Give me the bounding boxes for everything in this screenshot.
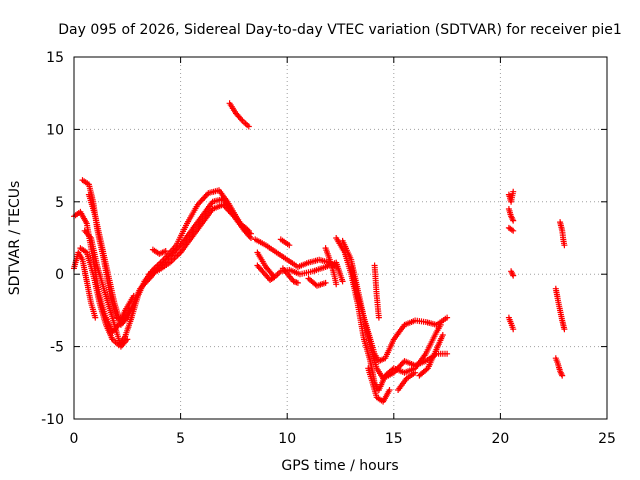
series-track-n <box>279 265 301 286</box>
series-track-m <box>254 262 278 283</box>
data-point <box>386 387 393 393</box>
data-point <box>339 278 346 285</box>
series-track-u <box>365 365 393 405</box>
data-point <box>412 369 419 376</box>
data-point <box>92 314 99 321</box>
data-point <box>559 372 566 379</box>
data-point <box>162 248 169 254</box>
data-point <box>286 242 293 249</box>
series-track-ab <box>505 314 517 333</box>
data-point <box>124 336 131 343</box>
series-track-x <box>505 188 517 205</box>
series-track-v <box>395 369 419 393</box>
data-point <box>561 326 568 333</box>
series-track-l <box>277 236 293 249</box>
data-point <box>510 326 517 333</box>
series-track-ad <box>552 285 568 333</box>
series-track-c <box>71 249 99 321</box>
data-point <box>510 272 517 279</box>
plot-frame <box>73 56 608 420</box>
series-track-ae <box>552 355 566 379</box>
series-track-y <box>505 206 517 224</box>
data-point <box>510 217 517 224</box>
series-track-h <box>149 246 169 257</box>
y-tick-label: 5 <box>55 195 64 211</box>
y-tick-label: 10 <box>46 122 64 138</box>
series-track-w <box>416 332 446 379</box>
x-tick-label: 20 <box>491 431 509 447</box>
series-track-e <box>81 227 131 350</box>
x-tick-label: 25 <box>598 431 616 447</box>
data-point <box>294 279 301 286</box>
y-tick-label: 15 <box>46 50 64 66</box>
data-point <box>510 188 517 195</box>
data-point <box>444 350 451 357</box>
y-tick-label: 0 <box>55 267 64 283</box>
y-axis-label: SDTVAR / TECUs <box>7 181 23 296</box>
data-point <box>271 274 278 281</box>
series-track-s <box>348 264 451 365</box>
data-point <box>509 271 516 278</box>
series-track-p <box>322 245 340 288</box>
series-track-t <box>371 262 382 321</box>
series-track-ac <box>557 219 568 249</box>
y-tick-label: -5 <box>50 340 64 356</box>
series-track-g <box>145 201 254 278</box>
y-tick-label: -10 <box>41 412 64 428</box>
data-point <box>375 314 382 321</box>
data-point <box>248 235 254 241</box>
data-point <box>561 242 568 249</box>
chart-grid <box>74 57 607 419</box>
chart-marks <box>71 100 568 405</box>
data-point <box>245 123 252 130</box>
data-point <box>510 227 517 234</box>
x-tick-label: 10 <box>278 431 296 447</box>
series-track-aa <box>508 268 517 279</box>
series-track-z <box>505 224 517 234</box>
chart-title: Day 095 of 2026, Sidereal Day-to-day VTE… <box>58 22 622 38</box>
x-tick-label: 5 <box>176 431 185 447</box>
x-tick-label: 0 <box>70 431 79 447</box>
data-point <box>439 332 446 338</box>
series-track-o <box>305 275 329 289</box>
x-tick-label: 15 <box>385 431 403 447</box>
data-point <box>444 314 451 321</box>
data-point <box>322 279 329 286</box>
x-axis-label: GPS time / hours <box>281 458 398 474</box>
data-point <box>333 281 340 288</box>
data-point <box>238 116 245 123</box>
series-track-i <box>226 100 252 130</box>
